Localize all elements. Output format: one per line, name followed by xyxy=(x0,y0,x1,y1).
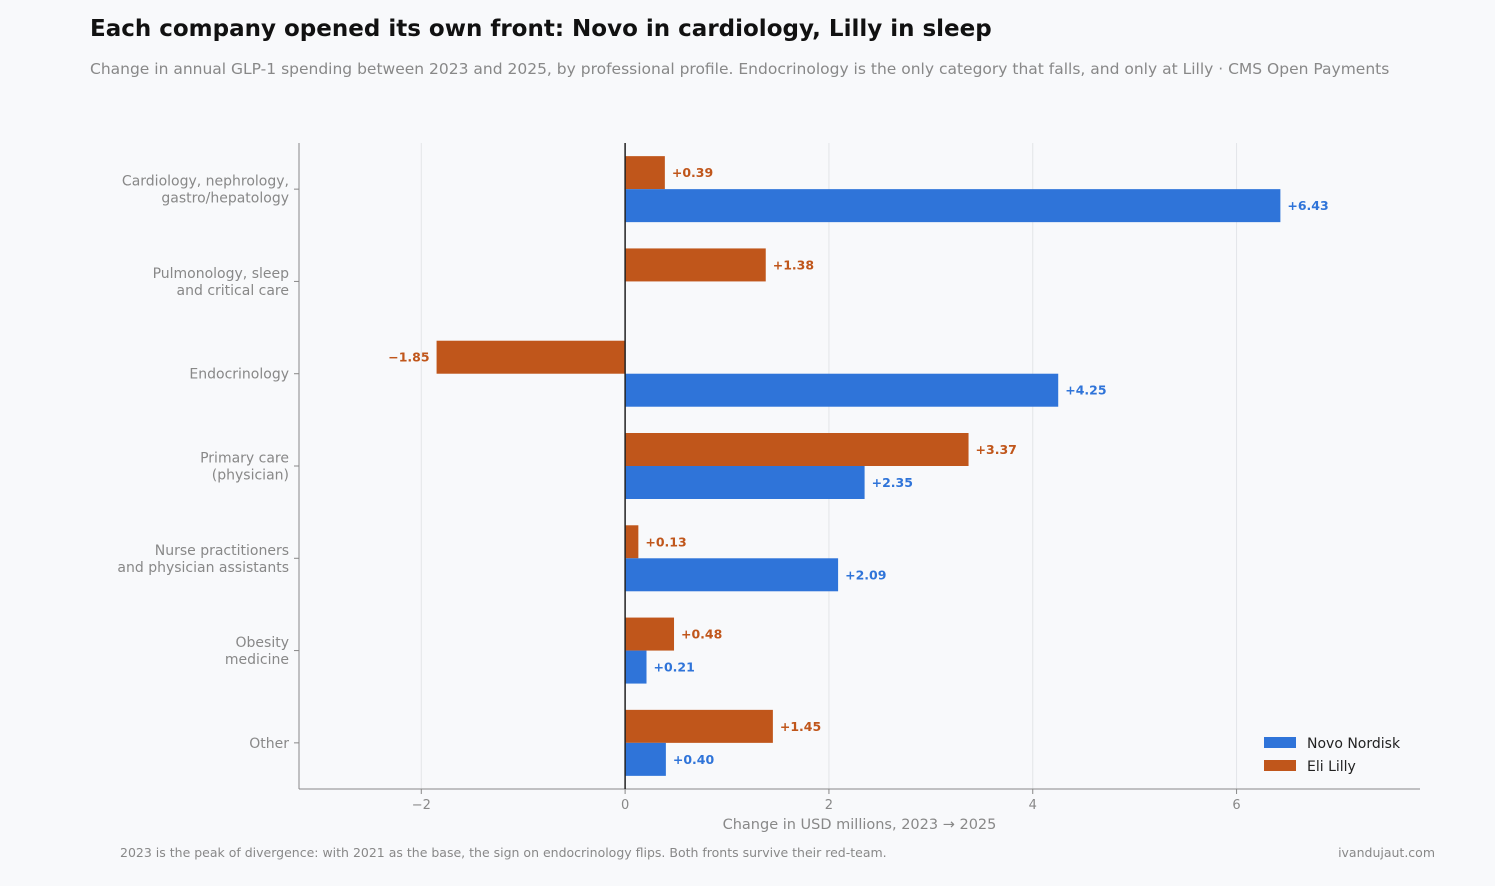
category-label: and physician assistants xyxy=(117,560,289,576)
bar-eli-lilly xyxy=(625,433,969,466)
legend-label: Novo Nordisk xyxy=(1307,736,1401,752)
category-label: Endocrinology xyxy=(189,367,289,383)
bar-novo-nordisk xyxy=(625,373,1059,407)
data-label: +2.35 xyxy=(872,475,913,490)
category-label: Primary care xyxy=(200,451,289,467)
bar-eli-lilly xyxy=(436,340,626,374)
category-label: Pulmonology, sleep xyxy=(153,266,290,282)
data-label: +0.48 xyxy=(681,627,722,642)
chart-subtitle: Change in annual GLP-1 spending between … xyxy=(90,60,1390,78)
category-label: (physician) xyxy=(212,468,289,484)
data-label: +0.39 xyxy=(672,165,713,180)
data-label: +1.38 xyxy=(773,257,814,272)
x-tick-label: 6 xyxy=(1232,798,1240,813)
data-label: +6.43 xyxy=(1287,198,1328,213)
data-label: +3.37 xyxy=(976,442,1017,457)
category-label: gastro/hepatology xyxy=(161,191,289,207)
bar-novo-nordisk xyxy=(625,466,865,499)
x-tick-label: −2 xyxy=(412,798,431,813)
category-label: Nurse practitioners xyxy=(155,543,289,559)
x-tick-label: 4 xyxy=(1029,798,1037,813)
bar-novo-nordisk xyxy=(625,558,839,592)
bar-novo-nordisk xyxy=(625,189,1281,223)
category-label: Obesity xyxy=(236,635,289,651)
data-label: +0.13 xyxy=(645,534,686,549)
legend-swatch xyxy=(1264,760,1296,771)
x-tick-label: 0 xyxy=(621,798,629,813)
category-label: and critical care xyxy=(177,283,289,299)
data-label: −1.85 xyxy=(388,350,429,365)
footer-credit: ivandujaut.com xyxy=(1338,845,1435,860)
bar-eli-lilly xyxy=(625,156,665,190)
x-axis-label: Change in USD millions, 2023 → 2025 xyxy=(723,817,997,833)
legend-label: Eli Lilly xyxy=(1307,759,1356,775)
footer-note: 2023 is the peak of divergence: with 202… xyxy=(120,845,887,860)
data-label: +2.09 xyxy=(845,567,886,582)
bar-eli-lilly xyxy=(625,525,639,559)
legend-swatch xyxy=(1264,737,1296,748)
data-label: +0.21 xyxy=(654,660,695,675)
data-label: +1.45 xyxy=(780,719,821,734)
bar-novo-nordisk xyxy=(625,742,666,776)
data-label: +0.40 xyxy=(673,752,715,767)
category-label: medicine xyxy=(225,652,289,668)
bar-eli-lilly xyxy=(625,248,766,282)
x-tick-label: 2 xyxy=(825,798,833,813)
chart-title: Each company opened its own front: Novo … xyxy=(90,16,992,42)
category-label: Other xyxy=(249,736,289,752)
bar-eli-lilly xyxy=(625,709,773,743)
data-label: +4.25 xyxy=(1065,383,1106,398)
bar-eli-lilly xyxy=(625,617,675,651)
category-label: Cardiology, nephrology, xyxy=(122,174,289,190)
bar-novo-nordisk xyxy=(625,650,647,684)
